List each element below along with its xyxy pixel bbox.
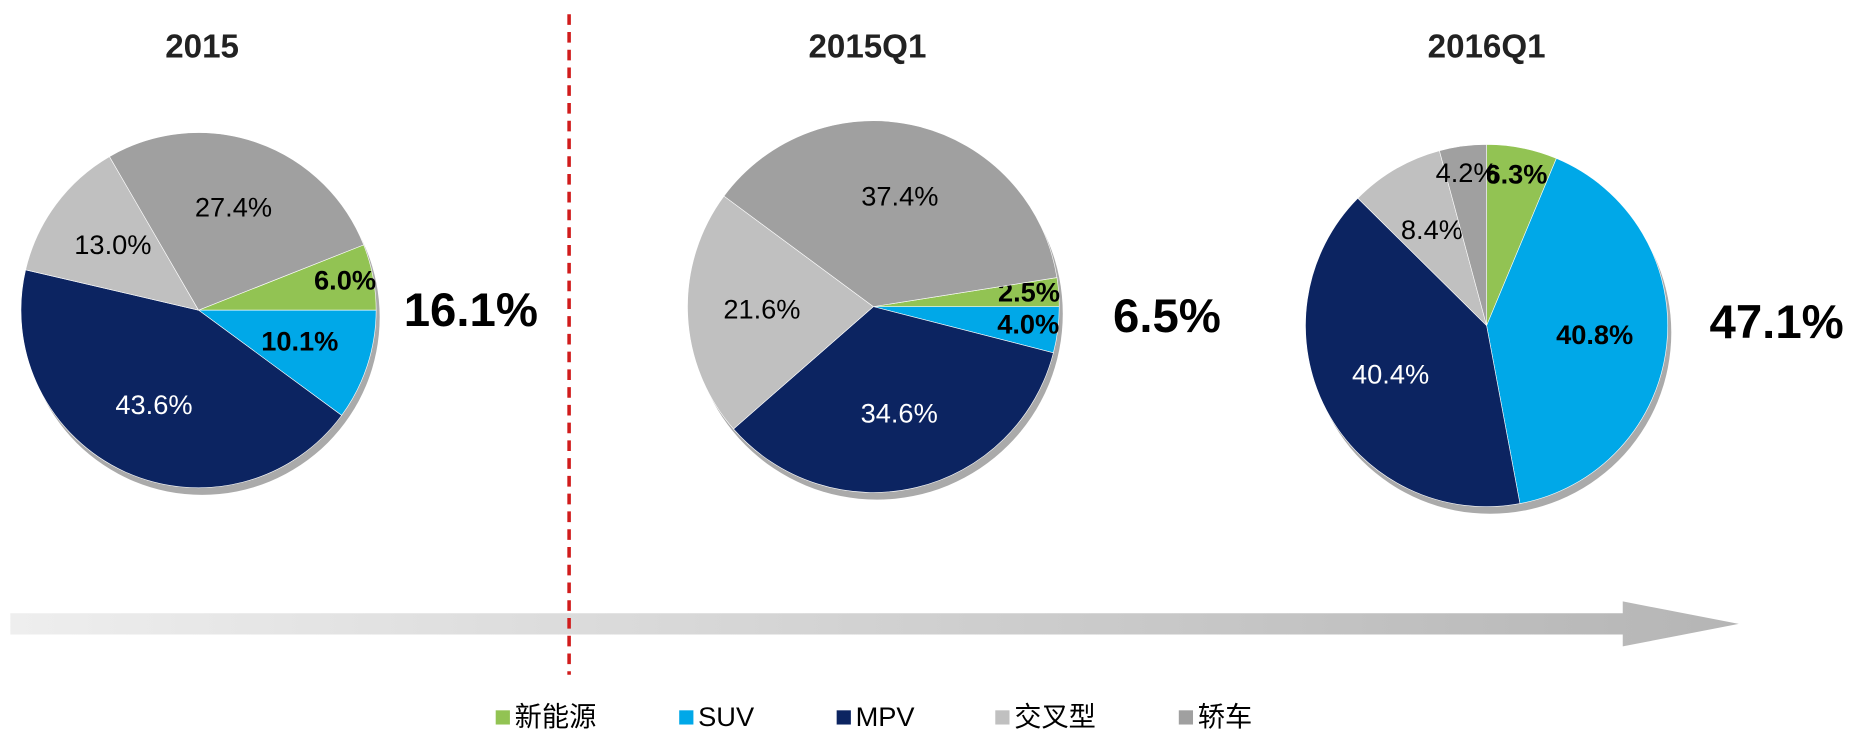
legend-label: 轿车 (1198, 701, 1252, 732)
pie-slice (1486, 158, 1669, 504)
data-label: 6.0% (314, 264, 376, 295)
legend-swatch (836, 710, 851, 725)
data-label: 13.0% (74, 229, 151, 260)
legend-swatch (679, 710, 694, 725)
data-label: 27.4% (195, 192, 272, 223)
pie-slice (1305, 197, 1521, 507)
data-label: 40.8% (1556, 319, 1633, 350)
legend-label: MPV (856, 701, 916, 732)
chart-title: 2015Q1 (808, 28, 926, 65)
timeline-arrow (10, 601, 1739, 647)
data-label: 34.6% (861, 397, 938, 428)
legend-swatch (1178, 710, 1194, 725)
data-label: 37.4% (861, 180, 938, 211)
annotation: 6.5% (1113, 290, 1221, 343)
legend-label: 新能源 (515, 701, 597, 732)
pie-slice (1357, 150, 1488, 327)
pie-slice (25, 156, 200, 311)
pie-slice (1439, 144, 1487, 326)
pie-slice (20, 269, 343, 489)
annotation: 16.1% (404, 284, 538, 337)
pie-slice (197, 309, 377, 416)
data-label: 21.6% (723, 293, 800, 324)
annotation: 47.1% (1710, 296, 1844, 349)
legend-label: 交叉型 (1014, 701, 1096, 732)
chart-title: 2016Q1 (1428, 28, 1546, 65)
data-label: 8.4% (1401, 214, 1463, 245)
data-label: 40.4% (1352, 359, 1429, 390)
pie-slice (687, 195, 874, 430)
legend: 新能源 SUV MPV 交叉型 轿车 (495, 701, 1252, 732)
data-label: 10.1% (261, 326, 338, 357)
data-label: 43.6% (115, 389, 192, 420)
legend-label: SUV (698, 701, 755, 732)
pie-slice (723, 120, 1058, 307)
chart-title: 2015 (165, 28, 239, 65)
data-label: 4.0% (997, 308, 1059, 339)
legend-swatch (995, 710, 1010, 725)
legend-swatch (495, 710, 510, 725)
data-label: 6.3% (1485, 159, 1547, 190)
data-label: 4.2% (1436, 157, 1498, 188)
pies: 2015 16.1% 6.0% 10.1% 43.6% 13.0% 27.4% 2015Q1 6… (20, 28, 1844, 514)
pie-slice (733, 306, 1054, 493)
pie-slice (109, 132, 365, 311)
